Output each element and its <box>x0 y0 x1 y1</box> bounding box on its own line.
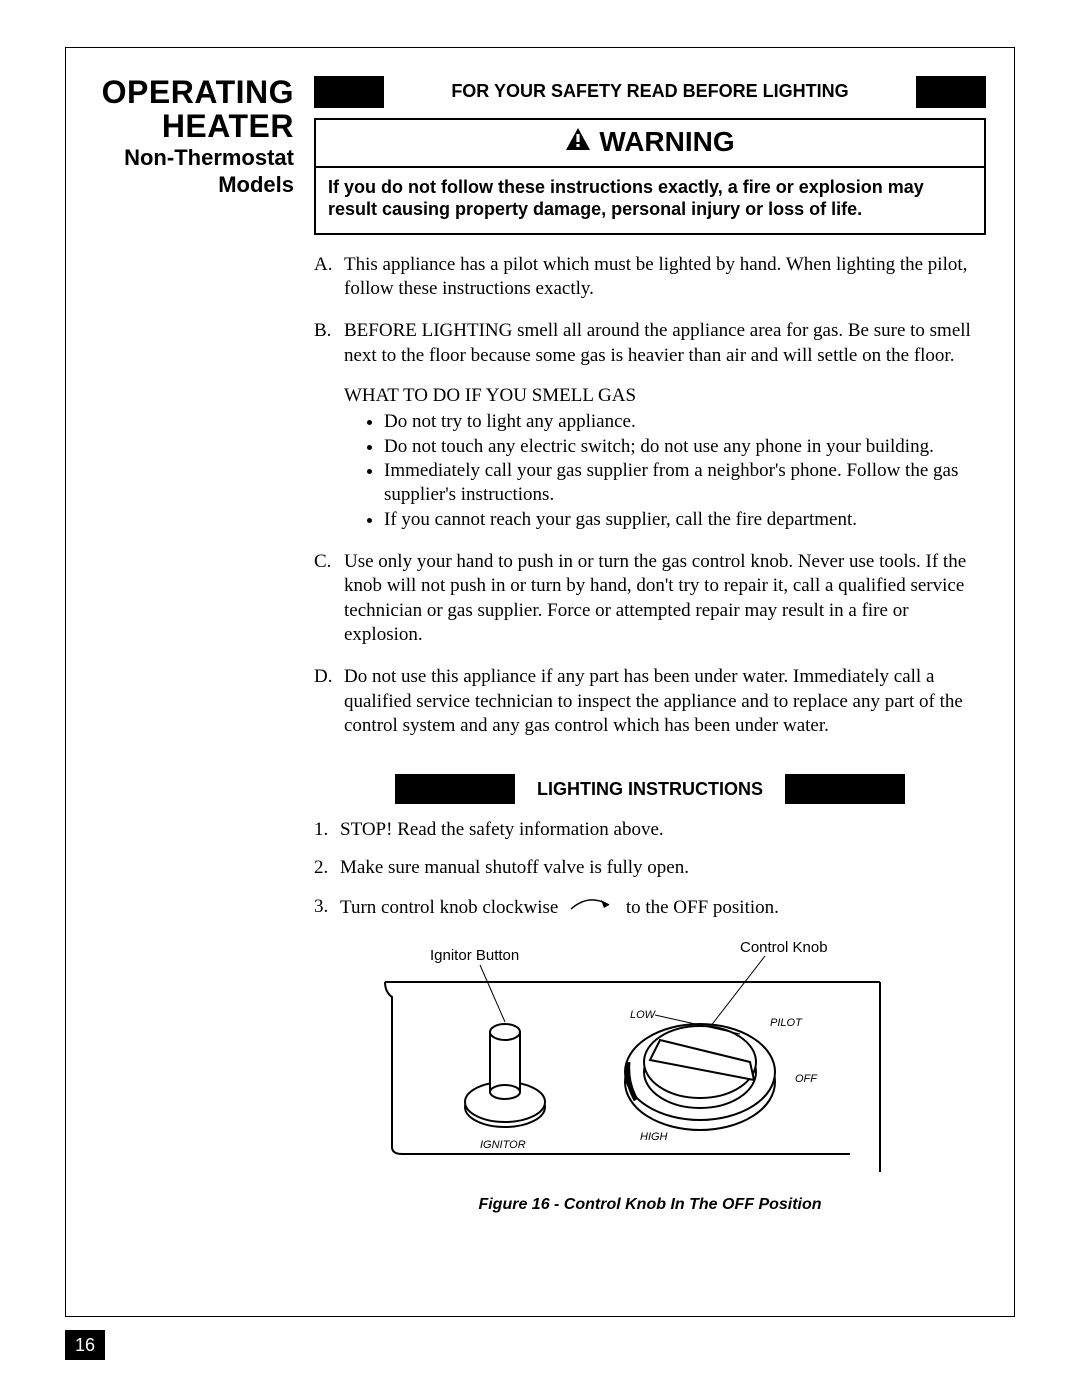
warning-heading-text: WARNING <box>599 124 734 160</box>
banner2-cap-left <box>395 774 515 804</box>
item-a: A. This appliance has a pilot which must… <box>314 253 986 302</box>
banner-cap-right <box>916 76 986 108</box>
step-1-num: 1. <box>314 818 340 842</box>
step-3-text: Turn control knob clockwise to the OFF p… <box>340 895 986 922</box>
step-3b: to the OFF position. <box>626 897 779 918</box>
smell-item-0: Do not try to light any appliance. <box>384 410 986 434</box>
smell-item-3: If you cannot reach your gas supplier, c… <box>384 508 986 532</box>
item-c: C. Use only your hand to push in or turn… <box>314 550 986 647</box>
safety-banner: FOR YOUR SAFETY READ BEFORE LIGHTING <box>314 76 986 108</box>
lighting-banner: LIGHTING INSTRUCTIONS <box>395 774 905 804</box>
smell-gas-list: Do not try to light any appliance. Do no… <box>384 410 986 532</box>
item-b-text: BEFORE LIGHTING smell all around the app… <box>344 319 986 368</box>
item-c-text: Use only your hand to push in or turn th… <box>344 550 986 647</box>
smell-item-2: Immediately call your gas supplier from … <box>384 459 986 508</box>
item-b-label: B. <box>314 319 344 368</box>
step-3-num: 3. <box>314 895 340 922</box>
subtitle-line-1: Non-Thermostat <box>94 145 294 170</box>
step-1-text: STOP! Read the safety information above. <box>340 818 986 842</box>
smell-gas-header: WHAT TO DO IF YOU SMELL GAS <box>344 384 986 408</box>
section-heading: OPERATING HEATER Non-Thermostat Models <box>94 76 294 1216</box>
fig-control-label: Control Knob <box>740 939 828 956</box>
title-line-1: OPERATING <box>94 76 294 110</box>
fig-off: OFF <box>795 1073 818 1085</box>
item-d: D. Do not use this appliance if any part… <box>314 665 986 738</box>
fig-ignitor-label: Ignitor Button <box>430 947 519 964</box>
title-line-2: HEATER <box>94 110 294 144</box>
step-1: 1. STOP! Read the safety information abo… <box>314 818 986 842</box>
step-3a: Turn control knob clockwise <box>340 897 558 918</box>
warning-heading: WARNING <box>316 120 984 168</box>
item-a-text: This appliance has a pilot which must be… <box>344 253 986 302</box>
fig-ignitor: IGNITOR <box>480 1139 526 1151</box>
banner2-cap-right <box>785 774 905 804</box>
item-d-text: Do not use this appliance if any part ha… <box>344 665 986 738</box>
fig-low: LOW <box>630 1009 657 1021</box>
figure-caption: Figure 16 - Control Knob In The OFF Posi… <box>370 1195 930 1215</box>
item-c-label: C. <box>314 550 344 647</box>
warning-icon <box>565 124 591 160</box>
lighting-banner-text: LIGHTING INSTRUCTIONS <box>515 774 785 804</box>
step-3: 3. Turn control knob clockwise to the OF… <box>314 895 986 922</box>
page-number: 16 <box>65 1330 105 1360</box>
step-2-text: Make sure manual shutoff valve is fully … <box>340 856 986 880</box>
fig-pilot: PILOT <box>770 1017 803 1029</box>
warning-box: WARNING If you do not follow these instr… <box>314 118 986 235</box>
subtitle-line-2: Models <box>94 172 294 197</box>
item-b: B. BEFORE LIGHTING smell all around the … <box>314 319 986 368</box>
step-2: 2. Make sure manual shutoff valve is ful… <box>314 856 986 880</box>
warning-body: If you do not follow these instructions … <box>316 168 984 233</box>
banner-cap-left <box>314 76 384 108</box>
step-2-num: 2. <box>314 856 340 880</box>
safety-banner-text: FOR YOUR SAFETY READ BEFORE LIGHTING <box>384 76 916 108</box>
fig-high: HIGH <box>640 1131 668 1143</box>
item-d-label: D. <box>314 665 344 738</box>
item-a-label: A. <box>314 253 344 302</box>
figure-16: Ignitor Button Control Knob <box>370 932 930 1216</box>
smell-item-1: Do not touch any electric switch; do not… <box>384 435 986 459</box>
clockwise-arrow-icon <box>567 895 617 922</box>
